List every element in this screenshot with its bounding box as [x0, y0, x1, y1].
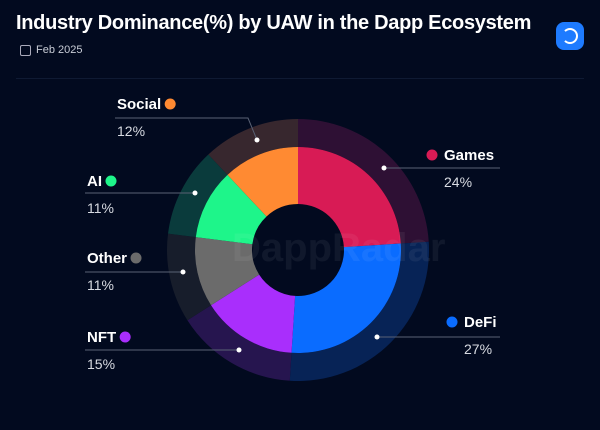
value-label-games: 24% — [444, 174, 472, 190]
date-label: Feb 2025 — [20, 44, 82, 56]
value-label-ai: 11% — [87, 200, 114, 216]
ring-segment-ai — [168, 154, 228, 238]
date-text: Feb 2025 — [36, 44, 83, 56]
legend-dot-defi — [446, 316, 458, 328]
slice-games[interactable] — [298, 147, 401, 248]
leader-dot-games — [381, 165, 387, 171]
value-label-social: 12% — [117, 123, 145, 139]
slice-social[interactable] — [227, 147, 298, 217]
slice-other[interactable] — [195, 237, 260, 306]
calendar-icon — [20, 44, 31, 56]
chart-title: Industry Dominance(%) by UAW in the Dapp… — [16, 12, 532, 34]
leader-dot-ai — [192, 190, 198, 196]
label-social: Social — [117, 96, 161, 113]
value-label-nft: 15% — [87, 356, 115, 372]
ring-segment-social — [208, 119, 298, 175]
slice-ai[interactable] — [195, 174, 267, 245]
legend-dot-games — [426, 149, 438, 161]
ring-segment-games — [298, 119, 429, 244]
dappradar-logo-icon — [556, 22, 584, 50]
value-label-defi: 27% — [464, 341, 492, 357]
legend-dot-social — [164, 98, 176, 110]
leader-line-social — [115, 117, 258, 141]
legend-dot-other — [130, 252, 142, 264]
leader-dot-defi — [374, 334, 380, 340]
ring-segment-other — [166, 233, 212, 321]
divider — [16, 78, 584, 79]
ring-segment-defi — [289, 241, 430, 382]
label-other: Other — [87, 250, 127, 267]
ring-segment-nft — [187, 305, 292, 381]
legend-dot-ai — [105, 175, 117, 187]
label-defi: DeFi — [464, 314, 497, 331]
leader-dot-other — [180, 269, 186, 275]
legend-dot-nft — [119, 331, 131, 343]
label-nft: NFT — [87, 329, 116, 346]
slice-defi[interactable] — [291, 243, 401, 353]
leader-dot-social — [254, 137, 260, 143]
value-label-other: 11% — [87, 277, 114, 293]
watermark: DappRadar — [232, 226, 446, 270]
leader-dot-nft — [236, 347, 242, 353]
label-games: Games — [444, 147, 494, 164]
label-ai: AI — [87, 173, 102, 190]
slice-nft[interactable] — [211, 274, 296, 353]
